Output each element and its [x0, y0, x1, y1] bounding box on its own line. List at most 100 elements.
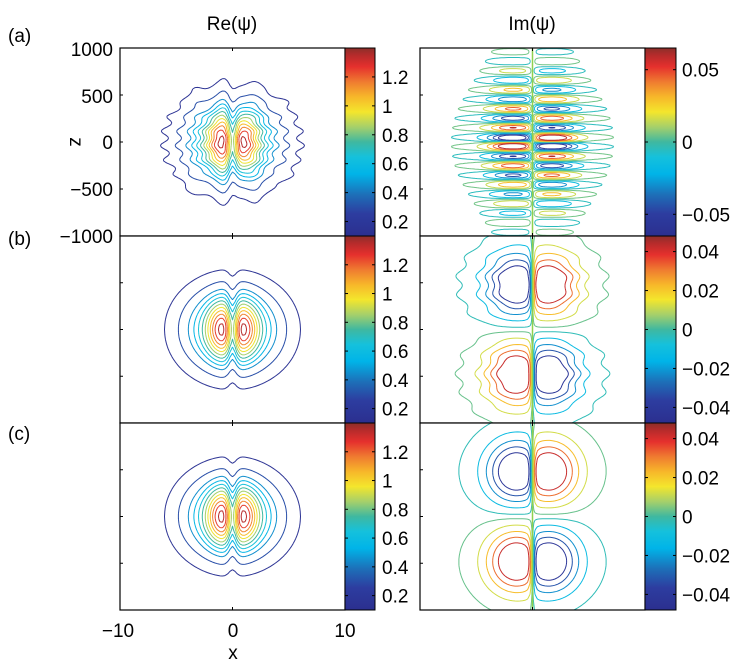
contour-level	[492, 107, 573, 177]
colorbar	[644, 422, 677, 611]
contour-level	[485, 439, 580, 594]
plot-area	[120, 423, 345, 610]
contour-level	[497, 126, 568, 158]
contour-level	[492, 107, 573, 177]
contour-level	[198, 296, 267, 363]
x-tick-label: −10	[102, 621, 134, 642]
contour-lines	[159, 78, 306, 206]
contour-level	[490, 259, 574, 400]
contour-level	[198, 483, 267, 550]
contour-level	[212, 313, 253, 346]
colorbar-tick-label: 0.8	[382, 500, 408, 521]
panel-a-re: 1.2 1 0.8 0.6 0.4 0.2	[119, 47, 409, 237]
contour-level	[486, 87, 579, 197]
contour-level	[207, 493, 258, 540]
colorbar-tick-label: −0.02	[682, 359, 730, 380]
row-label-a: (a)	[8, 26, 31, 47]
colorbar-tick-label: 0.04	[682, 243, 719, 264]
x-axis-label: x	[228, 643, 238, 663]
contour-level	[196, 107, 269, 177]
plot-area	[120, 48, 345, 236]
contour-lines	[164, 456, 301, 577]
contour-level	[218, 510, 247, 523]
contour-level	[201, 300, 264, 359]
panel-b-im: 0.04 0.02 0 −0.02 −0.04	[419, 235, 731, 424]
colorbar-tick-label: 0.2	[382, 587, 408, 608]
y-axis-label: z	[65, 137, 86, 147]
colorbar-tick-label: −0.02	[682, 546, 730, 567]
contour-level	[486, 87, 579, 197]
contour-level	[201, 487, 264, 546]
panel-a-im: 0.05 0 −0.05	[419, 47, 730, 237]
colorbar-tick-label: 0	[682, 133, 693, 154]
colorbar	[344, 422, 376, 611]
contour-level	[450, 48, 615, 236]
contour-level	[477, 431, 588, 602]
colorbar-tick-label: 0.05	[682, 61, 719, 82]
contour-level	[476, 68, 589, 216]
contour-level	[483, 252, 581, 407]
contour-level	[193, 293, 272, 366]
contour-level	[164, 456, 301, 577]
colorbar-tick-label: −0.04	[682, 398, 731, 419]
contour-level	[177, 281, 288, 378]
contour-level	[213, 129, 252, 155]
contour-level	[177, 468, 288, 565]
colorbar-tick-label: 0.6	[382, 529, 408, 550]
colorbar-tick-label: 0.04	[682, 430, 719, 451]
colorbar-tick-label: −0.05	[682, 205, 730, 226]
contour-level	[497, 265, 569, 394]
contour-level	[212, 500, 253, 533]
contour-lines	[450, 48, 615, 236]
y-tick-labels: 1000 500 0 −500 −1000	[60, 40, 113, 248]
colorbar-tick-label: 0.4	[382, 371, 409, 392]
contour-level	[204, 490, 261, 543]
x-tick-label: 10	[334, 621, 355, 642]
contour-level	[200, 110, 265, 173]
colorbar-tick-label: 0.2	[382, 400, 408, 421]
colorbar-tick-label: 1.2	[382, 68, 408, 89]
contour-level	[206, 118, 259, 167]
contour-level	[191, 103, 274, 181]
colorbar-tick-label: 1	[382, 285, 393, 306]
contour-level	[187, 288, 278, 371]
contour-level	[159, 78, 306, 206]
y-tick-label: 0	[102, 133, 113, 154]
colorbar-tick-label: 0.8	[382, 126, 408, 147]
colorbar-tick-label: 1.2	[382, 443, 408, 464]
colorbar-tick-label: 0.6	[382, 342, 408, 363]
colorbar-tick-label: 0.4	[382, 184, 409, 205]
contour-level	[209, 497, 256, 536]
colorbar-tick-label: −0.04	[682, 585, 731, 606]
contour-level	[492, 446, 573, 587]
y-tick-label: 1000	[71, 40, 113, 61]
contour-level	[164, 269, 301, 390]
contour-level	[174, 90, 291, 194]
contour-lines	[164, 269, 301, 390]
colorbar-tick-label: 0.02	[682, 282, 719, 303]
contour-level	[207, 306, 258, 353]
contour-level	[185, 98, 280, 186]
colorbar-tick-label: 0	[682, 321, 693, 342]
plot-area	[120, 236, 345, 423]
contour-level	[497, 126, 568, 158]
panels: 1.2 1 0.8 0.6 0.4 0.2 0.05 0 −0.05 1.2 1 0.8 0.6 0.4 0…	[119, 47, 731, 611]
contour-level	[204, 303, 261, 356]
contour-level	[218, 323, 247, 336]
contour-level	[492, 446, 573, 587]
colorbar-tick-label: 0.02	[682, 469, 719, 490]
y-tick-label: −1000	[60, 227, 113, 248]
contour-level	[217, 135, 248, 149]
x-tick-labels: −10 0 10	[102, 621, 356, 642]
colorbar	[644, 235, 677, 424]
contour-level	[214, 317, 251, 342]
colorbar-tick-label: 1.2	[382, 256, 408, 277]
colorbar	[644, 47, 677, 237]
row-label-b: (b)	[8, 229, 31, 250]
colorbar-tick-label: 0.8	[382, 313, 408, 334]
row-label-c: (c)	[8, 424, 30, 445]
contour-level	[491, 259, 575, 400]
contour-level	[209, 310, 256, 349]
contour-level	[187, 475, 278, 558]
